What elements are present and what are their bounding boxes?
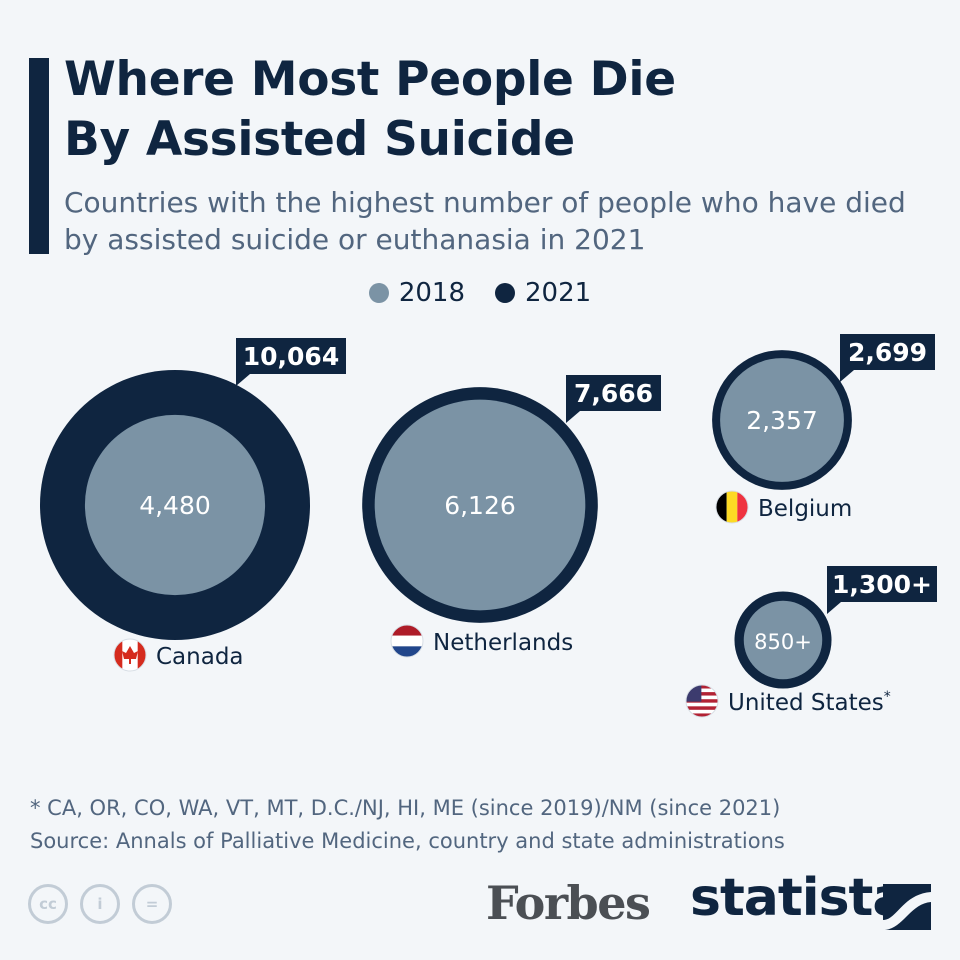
- bubble-group-belgium: 2,357 2,699 Belgium: [712, 334, 935, 524]
- value-label-2018-united-states: 850+: [754, 630, 812, 654]
- callout-box-2021-belgium: [840, 334, 935, 370]
- chart-subtitle: Countries with the highest number of peo…: [64, 186, 906, 256]
- bubble-group-canada: 4,480 10,064 Canada: [40, 338, 346, 672]
- callout-pointer-2021-united-states: [827, 602, 841, 614]
- forbes-logo[interactable]: Forbes: [486, 876, 651, 930]
- callout-pointer-2021-netherlands: [566, 411, 580, 423]
- belgium-flag-icon: [715, 490, 749, 524]
- no-derivatives-icon[interactable]: =: [132, 884, 172, 924]
- statista-mark-icon: [883, 884, 931, 930]
- value-label-2021-belgium: 2,699: [848, 338, 927, 367]
- statista-logo[interactable]: statista: [690, 868, 907, 928]
- legend-item-2018: 2018: [368, 278, 465, 308]
- legend-swatch-2018: [368, 283, 389, 303]
- attribution-icon[interactable]: i: [80, 884, 120, 924]
- country-label-netherlands: Netherlands: [433, 630, 573, 656]
- legend: 2018 2021: [0, 278, 960, 308]
- bubble-2018-united-states: [743, 600, 823, 680]
- legend-swatch-2021: [495, 283, 515, 303]
- legend-label-2021: 2021: [525, 278, 592, 308]
- value-label-2021-united-states: 1,300+: [832, 570, 932, 599]
- country-label-footnote-mark-united-states: *: [884, 689, 891, 705]
- united-states-flag-icon: [685, 684, 719, 718]
- license-icons: cc i =: [28, 884, 172, 924]
- country-label-belgium: Belgium: [758, 496, 852, 522]
- country-label-united-states: United States*: [728, 689, 891, 716]
- cc-icon[interactable]: cc: [28, 884, 68, 924]
- footnote-block: * CA, OR, CO, WA, VT, MT, D.C./NJ, HI, M…: [30, 792, 785, 858]
- chart-title: Where Most People Die By Assisted Suicid…: [64, 52, 676, 167]
- callout-box-2021-canada: [236, 338, 346, 374]
- source-note: Source: Annals of Palliative Medicine, c…: [30, 829, 785, 853]
- legend-label-2018: 2018: [398, 278, 465, 308]
- footnote: * CA, OR, CO, WA, VT, MT, D.C./NJ, HI, M…: [30, 796, 781, 820]
- value-label-2021-netherlands: 7,666: [574, 379, 653, 408]
- callout-box-2021-united-states: [827, 566, 937, 602]
- value-label-2018-belgium: 2,357: [746, 406, 818, 435]
- bubble-2018-netherlands: [374, 399, 586, 611]
- callout-pointer-2021-canada: [236, 374, 250, 386]
- value-label-2021-canada: 10,064: [243, 342, 339, 371]
- bubble-group-united-states: 850+ 1,300+ United States*: [685, 566, 937, 718]
- callout-box-2021-netherlands: [566, 375, 661, 411]
- netherlands-flag-icon: [390, 624, 424, 658]
- bubble-2018-canada: [84, 414, 266, 596]
- country-label-canada: Canada: [156, 644, 244, 670]
- canada-flag-icon: [113, 638, 147, 672]
- value-label-2018-canada: 4,480: [139, 491, 211, 520]
- value-label-2018-netherlands: 6,126: [444, 491, 516, 520]
- bubble-group-netherlands: 6,126 7,666 Netherlands: [362, 375, 661, 658]
- bubble-2018-belgium: [720, 358, 844, 482]
- callout-pointer-2021-belgium: [840, 370, 854, 382]
- legend-item-2021: 2021: [495, 278, 591, 308]
- title-accent-bar: [29, 58, 49, 254]
